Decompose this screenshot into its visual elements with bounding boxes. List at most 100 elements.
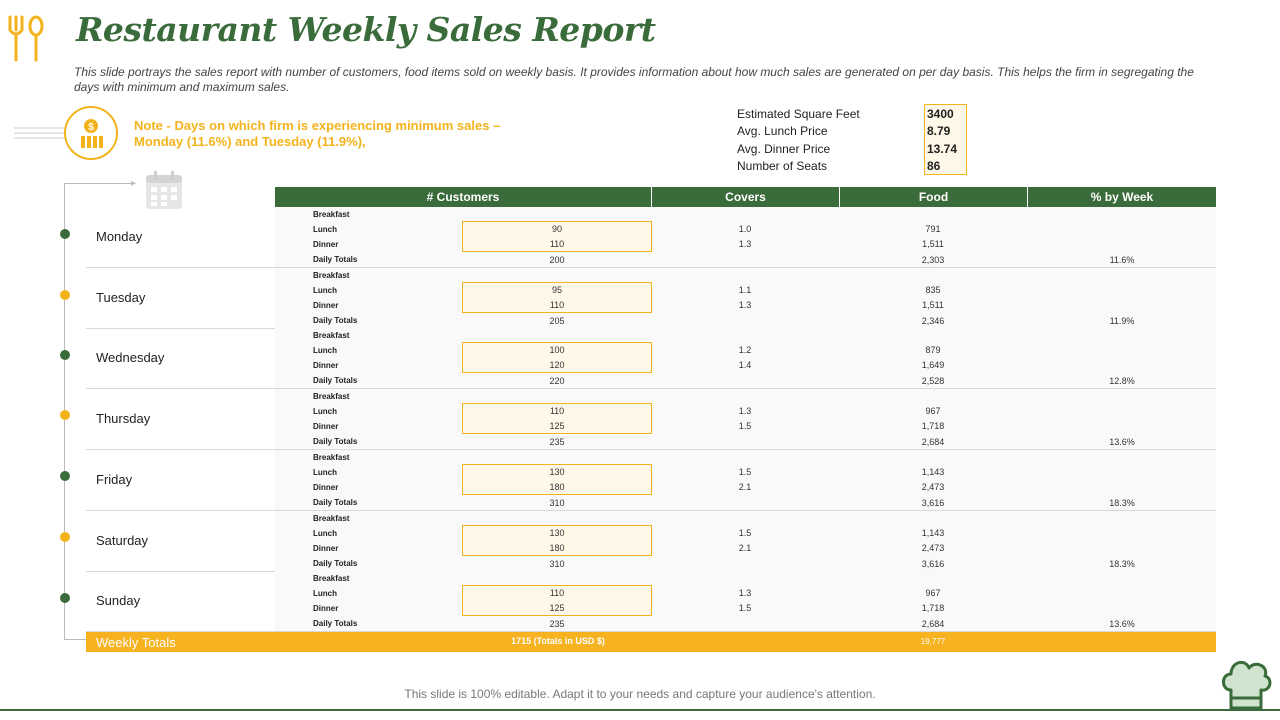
meal-label-breakfast: Breakfast — [313, 513, 350, 523]
lunch-food: 1,143 — [921, 466, 945, 477]
stat-row: Estimated Square Feet 3400 — [735, 106, 975, 123]
customers-highlight-box — [462, 585, 652, 617]
pct-by-week: 18.3% — [1109, 558, 1135, 569]
note-text: Note - Days on which firm is experiencin… — [134, 118, 501, 149]
total-customers: 200 — [549, 255, 565, 265]
total-food: 2,684 — [921, 437, 945, 448]
weekly-totals-food: 19,777 — [920, 637, 946, 646]
total-food: 2,346 — [921, 315, 945, 326]
dinner-covers: 1.4 — [738, 360, 752, 371]
total-customers: 235 — [549, 619, 565, 630]
chef-hat-icon — [1222, 660, 1272, 710]
lunch-food: 967 — [925, 588, 941, 599]
day-block: Monday Breakfast Lunch Dinner Daily Totals 90… — [86, 207, 1216, 268]
meal-label-breakfast: Breakfast — [313, 270, 350, 280]
meal-label-dinner: Dinner — [313, 543, 339, 553]
lunch-covers: 1.3 — [738, 406, 752, 417]
stat-label: Number of Seats — [737, 158, 828, 173]
meal-label-daily-totals: Daily Totals — [313, 315, 358, 325]
customers-highlight-box — [462, 403, 652, 435]
dinner-food: 1,649 — [921, 360, 945, 371]
lunch-covers: 1.2 — [738, 345, 752, 356]
dinner-customers: 180 — [549, 542, 565, 553]
stat-value: 13.74 — [927, 141, 958, 156]
pct-by-week: 11.6% — [1109, 255, 1135, 265]
meal-label-dinner: Dinner — [313, 422, 339, 432]
lunch-covers: 1.0 — [738, 224, 752, 234]
cutlery-icon — [8, 15, 44, 62]
stat-value: 8.79 — [927, 124, 951, 139]
total-food: 2,528 — [921, 376, 945, 387]
header-food: Food — [839, 187, 1027, 207]
pct-by-week: 13.6% — [1109, 437, 1135, 448]
timeline-dot — [60, 350, 70, 360]
lunch-food: 879 — [925, 345, 941, 356]
timeline-dot — [60, 229, 70, 239]
note-decoration-lines — [14, 127, 72, 139]
day-name: Saturday — [96, 532, 149, 548]
total-customers: 235 — [549, 437, 565, 448]
day-band — [275, 207, 1216, 267]
page-title: Restaurant Weekly Sales Report — [76, 10, 656, 49]
dinner-customers: 110 — [549, 239, 565, 249]
dinner-food: 2,473 — [921, 542, 945, 553]
lunch-customers: 110 — [549, 406, 565, 417]
day-band — [275, 267, 1216, 328]
total-customers: 310 — [549, 497, 565, 508]
dinner-food: 1,718 — [921, 421, 945, 432]
dinner-food: 1,511 — [922, 239, 944, 249]
lunch-customers: 100 — [549, 345, 565, 356]
stat-row: Number of Seats 86 — [735, 158, 975, 175]
arrow-right-icon: ▸ — [131, 178, 137, 189]
pct-by-week: 11.9% — [1109, 315, 1135, 326]
timeline-dot — [60, 532, 70, 542]
dinner-covers: 1.3 — [738, 299, 752, 310]
table-header: # Customers Covers Food % by Week — [275, 187, 1216, 207]
stat-value: 3400 — [927, 107, 954, 121]
weekly-totals-label: Weekly Totals — [96, 635, 176, 650]
total-food: 3,616 — [921, 497, 945, 508]
header-customers: # Customers — [426, 190, 500, 204]
pct-by-week: 18.3% — [1109, 497, 1135, 508]
dinner-customers: 125 — [549, 603, 565, 614]
footer-divider — [0, 709, 1280, 711]
dinner-food: 2,473 — [921, 481, 945, 492]
lunch-food: 967 — [925, 406, 941, 417]
day-block: Friday Breakfast Lunch Dinner Daily Totals 13… — [86, 449, 1216, 511]
day-block: Tuesday Breakfast Lunch Dinner Daily Totals 9… — [86, 267, 1216, 329]
weekly-totals-row: Weekly Totals 1715 (Totals in USD $) 19,… — [86, 632, 1216, 652]
dinner-customers: 110 — [549, 299, 565, 310]
meal-label-daily-totals: Daily Totals — [313, 437, 358, 447]
meal-label-dinner: Dinner — [313, 482, 339, 492]
day-name: Wednesday — [96, 350, 165, 366]
meal-label-daily-totals: Daily Totals — [313, 497, 358, 507]
lunch-covers: 1.5 — [738, 527, 752, 538]
meal-label-lunch: Lunch — [313, 589, 337, 599]
lunch-customers: 95 — [551, 284, 562, 295]
meal-label-dinner: Dinner — [313, 361, 339, 371]
meal-label-lunch: Lunch — [313, 225, 337, 234]
meal-label-breakfast: Breakfast — [313, 452, 350, 462]
meal-label-breakfast: Breakfast — [313, 574, 350, 584]
dinner-covers: 1.3 — [738, 239, 752, 249]
timeline-dot — [60, 290, 70, 300]
dinner-covers: 1.5 — [738, 421, 752, 432]
lunch-customers: 130 — [549, 527, 565, 538]
meal-label-dinner: Dinner — [313, 300, 339, 310]
stat-label: Avg. Lunch Price — [737, 124, 828, 139]
total-customers: 220 — [549, 376, 565, 387]
meal-label-lunch: Lunch — [313, 467, 337, 477]
weekly-totals-customers: 1715 (Totals in USD $) — [511, 636, 605, 646]
meal-label-lunch: Lunch — [313, 528, 337, 538]
lunch-food: 1,143 — [921, 527, 945, 538]
meal-label-daily-totals: Daily Totals — [313, 619, 358, 629]
dinner-covers: 1.5 — [738, 603, 752, 614]
lunch-customers: 110 — [549, 588, 565, 599]
calendar-icon — [146, 171, 182, 209]
money-icon: $ — [64, 106, 118, 160]
timeline-dot — [60, 410, 70, 420]
timeline-dot — [60, 471, 70, 481]
meal-label-lunch: Lunch — [313, 285, 337, 295]
lunch-covers: 1.1 — [738, 284, 752, 295]
lunch-food: 835 — [925, 284, 941, 295]
